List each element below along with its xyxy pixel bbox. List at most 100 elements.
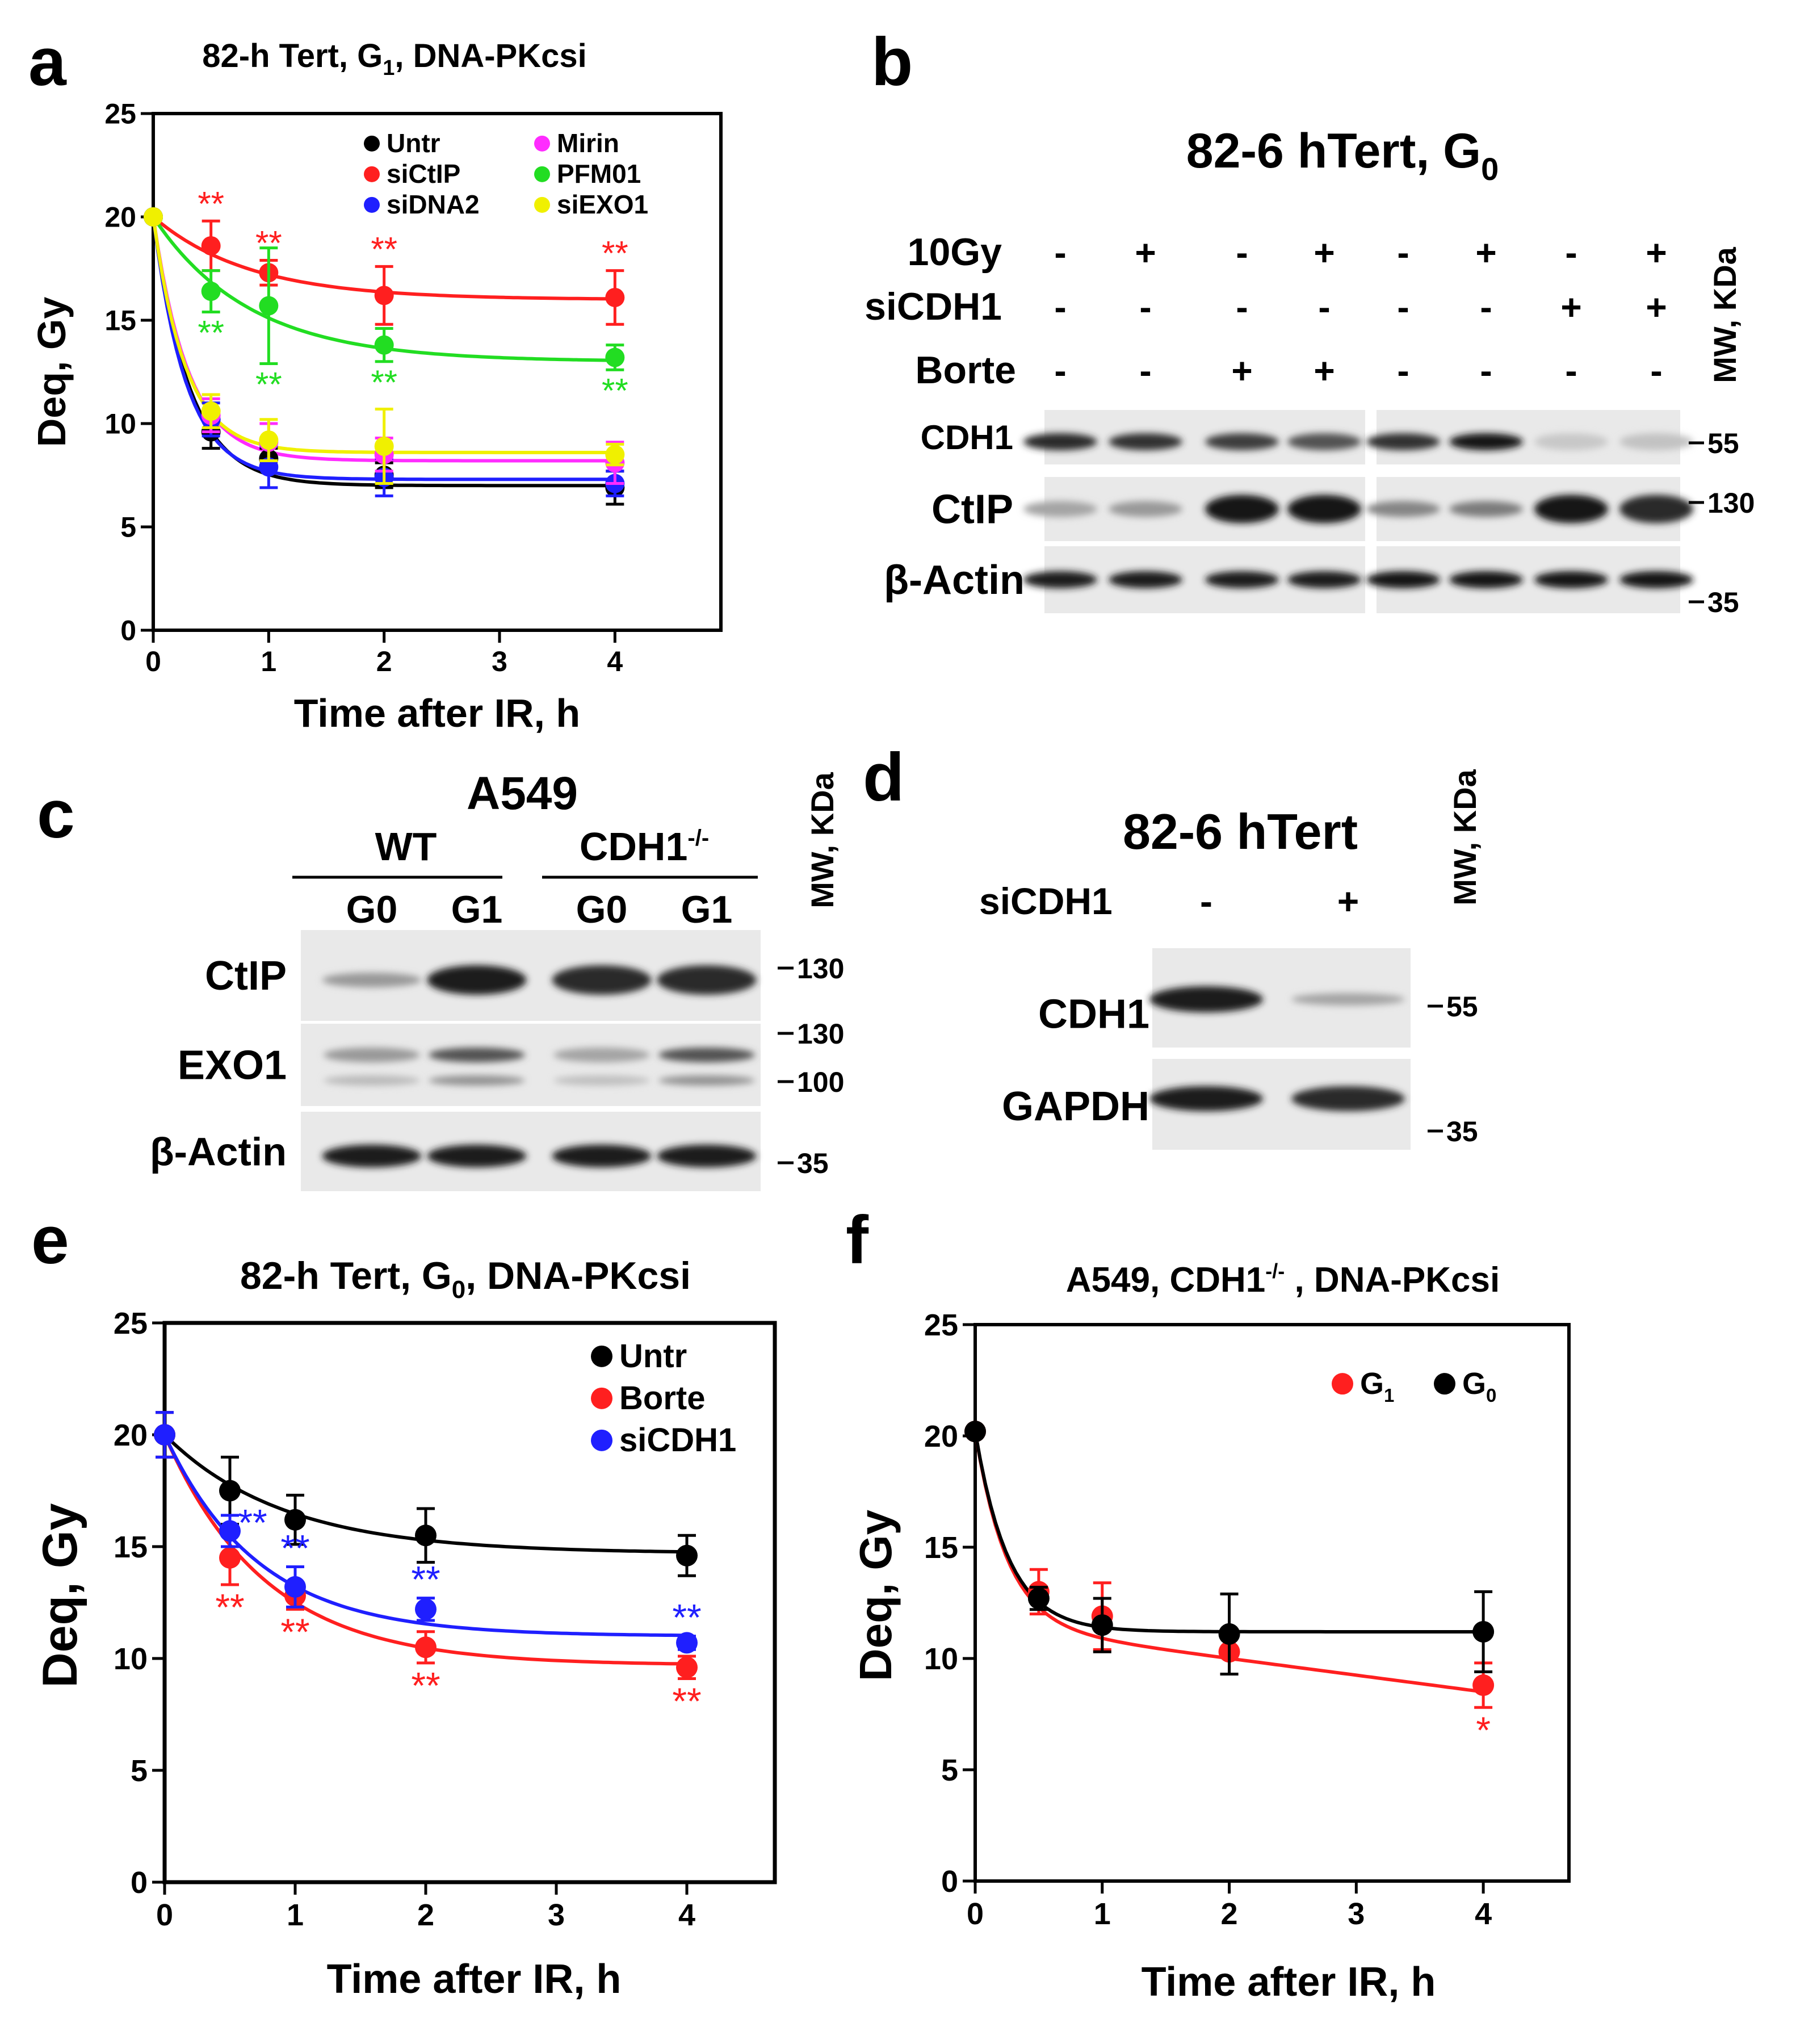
blot-c-mw-label: MW, KDa [804,772,840,908]
blot-c-mw-marker: 130 [797,1018,844,1050]
blot-b-condition-borte-value: - [1054,350,1066,391]
a-series-sictip-significance: ** [198,185,224,223]
chart-e-legend: Untr Borte siCDH1 [591,1338,736,1459]
blot-b-row-ctip-band [1109,501,1182,517]
blot-b-row-ctip-band [1287,495,1361,523]
blot-b-row-beta-actin-band [1205,571,1279,588]
blot-d-row-cdh1-band [1291,993,1405,1006]
f-ytick-label: 10 [924,1642,958,1676]
e-series-sicdh1-fit-line [163,1434,687,1637]
blot-c-title: A549 [467,768,578,819]
e-series-sicdh1-point [154,1424,175,1446]
blot-d-mw-marker: 55 [1446,991,1478,1023]
blot-d-condition-label: siCDH1 [979,880,1113,922]
a-xtick-label: 0 [145,646,161,677]
blot-b-row-ctip-band [1023,501,1097,517]
blot-b-row-beta-actin-band [1366,571,1440,588]
f-series-g0-point [1218,1623,1240,1645]
e-ytick-label: 15 [114,1530,148,1564]
blot-c-row-beta-actin-band [552,1145,652,1167]
a-ytick-label: 25 [104,98,136,130]
chart-f-title: A549, CDH1-/- , DNA-PKcsi [1066,1259,1500,1300]
blot-d-lanes: - + [1200,880,1359,922]
a-series-sictip-point [374,286,394,305]
e-series-sicdh1-significance: ** [672,1597,701,1639]
e-series-sicdh1-point [676,1632,698,1654]
chart-f-frame [973,1323,1571,1883]
chart-e: 82-h Tert, G0, DNA-PKcsi 0 1 2 3 4 0 5 10 15 20 25… [33,1254,777,2002]
blot-c-row-ctip-band [322,973,422,987]
blot-d: 82-6 hTert siCDH1 MW, KDa - + CDH1GAPDH55… [979,769,1483,1150]
chart-f-plot: * [964,1421,1495,1751]
chart-a-frame [152,112,723,632]
f-legend-g1-label: G1 [1360,1367,1394,1406]
blot-d-row-gapdh-label: GAPDH [1002,1084,1149,1129]
f-ytick-label: 20 [924,1419,958,1454]
a-ytick-label: 20 [104,202,136,233]
blot-b-row-ctip-label: CtIP [931,487,1013,533]
blot-b-row-ctip-band [1619,495,1693,523]
blot-c-row-ctip-band [427,965,527,995]
e-series-sicdh1-point [284,1576,306,1598]
blot-c-row-ctip-band [657,965,757,995]
f-series-g1-point [1472,1674,1495,1697]
blot-d-title: 82-6 hTert [1123,803,1358,860]
panel-letter-e: e [31,1202,69,1278]
blot-c-lane-label: G0 [346,888,398,931]
blot-c-row-exo1-membrane [301,1024,761,1106]
e-series-untr-point [415,1524,437,1547]
chart-e-xlabel: Time after IR, h [327,1957,622,2002]
blot-c-group-ko: CDH1-/- [580,824,709,869]
chart-f-axes: 0 1 2 3 4 0 5 10 15 20 25 [924,1308,1492,1931]
a-xtick-label: 4 [607,646,623,677]
blot-b-condition-sicdh1-label: siCDH1 [865,285,1002,328]
blot-b-row-cdh1-band [1205,433,1279,450]
a-series-pfm01-significance: ** [371,363,397,401]
blot-b-condition-borte-value: + [1231,350,1252,391]
blot-d-rows: CDH1 GAPDH 55 35 [1002,948,1478,1150]
blot-d-row-gapdh-band [1291,1086,1405,1111]
blot-c-row-exo1-band [324,1048,420,1062]
blot-d-lane-label: + [1337,880,1359,922]
blot-c-row-exo1-band [553,1075,650,1086]
chart-a-title: 82-h Tert, G1, DNA-PKcsi [202,37,587,80]
e-legend-borte-label: Borte [619,1380,705,1417]
blot-b-row-beta-actin-band [1619,571,1693,588]
panel-letter-f: f [846,1202,869,1278]
f-series-g0-point [1472,1620,1495,1643]
blot-c-row-ctip-label: CtIP [205,953,287,999]
a-xtick-label: 3 [492,646,507,677]
blot-b-condition-sicdh1-value: - [1318,287,1330,328]
e-series-untr-point [219,1480,241,1502]
e-xtick-label: 4 [678,1898,695,1932]
a-series-sictip-point [605,287,625,307]
chart-a: 82-h Tert, G1, DNA-PKcsi 0 1 2 3 4 0 5 10 15 20 25… [30,37,723,735]
blot-b-row-cdh1-band [1366,433,1440,450]
blot-d-row-cdh1-band [1149,986,1263,1012]
a-series-sictip-significance: ** [602,234,628,273]
blot-b-condition-borte-value: - [1139,350,1151,391]
e-series-untr-point [676,1544,698,1566]
e-xtick-label: 2 [417,1898,434,1932]
e-ytick-label: 25 [114,1306,148,1341]
a-ytick-label: 15 [104,305,136,337]
blot-b-row-ctip-band [1205,495,1279,523]
a-ytick-label: 10 [104,408,136,440]
chart-e-title: 82-h Tert, G0, DNA-PKcsi [240,1254,691,1304]
a-series-sictip-point [201,236,221,256]
e-legend-untr-marker [591,1345,612,1367]
a-series-pfm01-point [201,282,221,301]
blot-c-lane-label: G0 [576,888,628,931]
chart-e-frame [162,1321,777,1884]
a-series-siexo1-point [374,437,394,456]
a-legend-pfm01-label: PFM01 [557,159,641,189]
a-legend-pfm01-marker [534,166,550,182]
e-series-sicdh1-significance: ** [280,1527,309,1569]
a-legend-sictip-label: siCtIP [387,159,460,189]
a-ytick-label: 0 [120,615,136,647]
blot-c-group-wt: WT [375,824,437,869]
blot-b-condition-10gy-value: + [1475,232,1496,273]
blot-b-mw-label: MW, KDa [1707,246,1743,383]
a-ytick-label: 5 [120,512,136,543]
